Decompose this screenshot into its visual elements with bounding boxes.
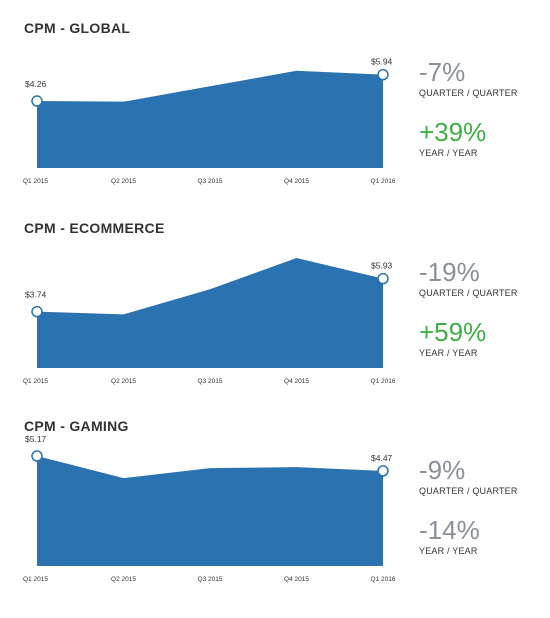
area-chart: $4.26 $5.94 Q1 2015 Q2 2015 Q3 2015 Q4 2015 Q1… (23, 57, 396, 185)
area-series (37, 456, 383, 566)
chart-title: CPM - GLOBAL (24, 20, 131, 36)
quarter-change-label: QUARTER / QUARTER (419, 88, 518, 98)
quarter-change-label: QUARTER / QUARTER (419, 288, 518, 298)
year-change-value: +39% (419, 117, 487, 147)
quarter-change-label: QUARTER / QUARTER (419, 486, 518, 496)
year-change-value: -14% (419, 515, 480, 545)
chart-panel-gaming: CPM - GAMING $5.17 $4.47 Q1 2015 Q2 2015 Q3 2… (0, 418, 550, 618)
year-change-label: YEAR / YEAR (419, 348, 478, 358)
first-point-marker[interactable] (31, 95, 43, 107)
quarter-change-stat: -7% QUARTER / QUARTER (419, 58, 518, 98)
x-tick-label: Q3 2015 (198, 576, 223, 583)
quarter-change-value: -19% (419, 257, 480, 287)
x-tick-label: Q3 2015 (198, 178, 223, 185)
last-point-marker[interactable] (377, 272, 389, 285)
year-change-stat: +39% YEAR / YEAR (419, 118, 486, 158)
year-change-stat: -14% YEAR / YEAR (419, 516, 480, 556)
x-tick-label: Q1 2015 (23, 378, 48, 385)
x-tick-label: Q2 2015 (111, 576, 136, 583)
last-point-marker[interactable] (377, 68, 389, 81)
x-tick-label: Q1 2016 (371, 178, 396, 185)
first-value-label: $4.26 (25, 79, 47, 89)
quarter-change-stat: -9% QUARTER / QUARTER (419, 456, 518, 496)
area-series (37, 258, 383, 368)
last-value-label: $5.94 (371, 57, 393, 67)
x-tick-label: Q2 2015 (111, 178, 136, 185)
year-change-stat: +59% YEAR / YEAR (419, 318, 486, 358)
x-tick-label: Q1 2016 (371, 576, 396, 583)
first-point-marker[interactable] (31, 450, 43, 462)
area-series (37, 70, 383, 168)
chart-title: CPM - GAMING (24, 418, 129, 434)
x-tick-label: Q3 2015 (198, 378, 223, 385)
area-chart: $3.74 $5.93 Q1 2015 Q2 2015 Q3 2015 Q4 2015 Q1… (23, 258, 396, 385)
x-tick-label: Q1 2015 (23, 178, 48, 185)
chart-title: CPM - ECOMMERCE (24, 220, 165, 236)
last-point-marker[interactable] (377, 465, 389, 477)
x-tick-label: Q4 2015 (284, 576, 309, 583)
quarter-change-value: -9% (419, 455, 466, 485)
area-chart: $5.17 $4.47 Q1 2015 Q2 2015 Q3 2015 Q4 2015 Q1… (23, 434, 396, 583)
x-tick-label: Q4 2015 (284, 178, 309, 185)
x-tick-label: Q1 2015 (23, 576, 48, 583)
first-point-marker[interactable] (31, 305, 43, 318)
x-tick-label: Q2 2015 (111, 378, 136, 385)
quarter-change-value: -7% (419, 57, 466, 87)
last-value-label: $5.93 (371, 261, 393, 271)
quarter-change-stat: -19% QUARTER / QUARTER (419, 258, 518, 298)
year-change-label: YEAR / YEAR (419, 148, 478, 158)
chart-panel-ecommerce: CPM - ECOMMERCE $3.74 $5.93 Q1 2015 Q2 2015 Q… (0, 220, 550, 420)
last-value-label: $4.47 (371, 453, 393, 463)
x-tick-label: Q4 2015 (284, 378, 309, 385)
year-change-label: YEAR / YEAR (419, 546, 478, 556)
year-change-value: +59% (419, 317, 487, 347)
x-tick-label: Q1 2016 (371, 378, 396, 385)
first-value-label: $5.17 (25, 434, 47, 444)
first-value-label: $3.74 (25, 290, 47, 300)
chart-panel-global: CPM - GLOBAL $4.26 $5.94 Q1 2015 Q2 2015 Q3 2… (0, 20, 550, 220)
